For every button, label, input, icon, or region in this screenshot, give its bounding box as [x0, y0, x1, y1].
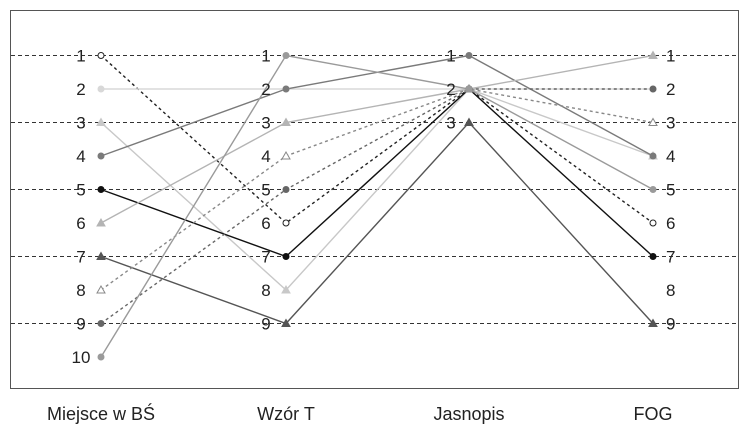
- series-line-9: [100, 88, 653, 325]
- category-label-4: FOG: [634, 404, 673, 424]
- series-marker-8-4: [648, 117, 658, 126]
- series-line-1: [100, 54, 654, 224]
- series-marker-4-3: [465, 52, 473, 59]
- series-marker-6-1: [96, 217, 106, 227]
- rank-label-1-3: 3: [76, 114, 85, 133]
- series-marker-10-1: [97, 353, 105, 361]
- rank-label-1-2: 2: [76, 80, 85, 99]
- series-marker-6-2: [281, 117, 291, 126]
- rank-label-1-1: 1: [76, 47, 85, 66]
- rank-label-4-1: 1: [666, 47, 675, 66]
- rank-label-1-8: 8: [76, 281, 85, 300]
- series-marker-8-2: [281, 150, 291, 160]
- series-marker-9-4: [649, 85, 657, 93]
- rank-label-2-4: 4: [261, 147, 270, 166]
- series-marker-7-1: [96, 251, 106, 260]
- rank-label-4-2: 2: [666, 80, 675, 99]
- series-marker-3-1: [96, 117, 106, 126]
- rank-label-3-2: 2: [446, 80, 455, 99]
- rank-label-1-10: 10: [72, 348, 91, 367]
- rank-label-2-5: 5: [261, 181, 270, 200]
- rank-label-2-2: 2: [261, 80, 270, 99]
- series-marker-4-2: [282, 85, 290, 93]
- series-marker-6-4: [648, 50, 658, 59]
- series-markers: [96, 50, 658, 361]
- grid-lines: [11, 55, 738, 324]
- series-marker-7-2: [281, 318, 291, 327]
- rank-label-2-3: 3: [261, 114, 270, 133]
- rank-label-4-5: 5: [666, 181, 675, 200]
- series-marker-5-4: [649, 253, 657, 260]
- rank-label-1-4: 4: [76, 147, 85, 166]
- series-line-10: [100, 54, 654, 358]
- series-marker-1-4: [649, 219, 657, 227]
- series-line-6: [100, 54, 654, 224]
- rank-label-2-6: 6: [261, 214, 270, 233]
- rank-label-4-3: 3: [666, 114, 675, 133]
- rank-label-4-4: 4: [666, 147, 675, 166]
- rank-label-1-7: 7: [76, 248, 85, 267]
- rank-label-4-7: 7: [666, 248, 675, 267]
- series-marker-8-1: [96, 284, 106, 294]
- series-marker-9-1: [97, 320, 105, 327]
- series-marker-10-4: [649, 186, 657, 193]
- rank-label-4-9: 9: [666, 315, 675, 334]
- rank-label-2-8: 8: [261, 281, 270, 300]
- rank-label-2-9: 9: [261, 315, 270, 334]
- series-marker-1-1: [97, 52, 105, 59]
- series-marker-7-4: [648, 318, 658, 327]
- series-line-3: [100, 88, 654, 291]
- plot-frame: [10, 10, 739, 389]
- series-marker-2-1: [97, 85, 105, 93]
- rank-label-1-5: 5: [76, 181, 85, 200]
- category-label-2: Wzór T: [257, 404, 315, 424]
- series-marker-5-1: [97, 186, 105, 193]
- series-lines: [100, 54, 654, 358]
- rank-labels: 1 2 3 4 5 6 7 8 9 10 1 2 3 4 5 6 7 8 9 1 2 3 1 2 3 4 5 6 7 8 9: [72, 47, 676, 368]
- rank-label-2-1: 1: [261, 47, 270, 66]
- series-marker-9-2: [282, 186, 290, 193]
- rank-label-3-3: 3: [446, 114, 455, 133]
- rank-label-3-1: 1: [446, 47, 455, 66]
- series-line-8: [100, 88, 654, 291]
- series-marker-4-4: [649, 152, 657, 160]
- series-marker-5-2: [282, 253, 290, 260]
- series-marker-10-2: [282, 52, 290, 59]
- series-marker-3-2: [281, 284, 291, 294]
- rank-label-4-6: 6: [666, 214, 675, 233]
- rank-label-1-6: 6: [76, 214, 85, 233]
- series-marker-7-3: [464, 117, 474, 126]
- series-line-5: [100, 88, 654, 258]
- rank-label-4-8: 8: [666, 281, 675, 300]
- series-marker-4-1: [97, 152, 105, 160]
- series-line-7: [100, 121, 654, 325]
- series-marker-10-3: [465, 85, 473, 93]
- series-marker-1-2: [282, 219, 290, 227]
- category-labels: Miejsce w BŚ Wzór T Jasnopis FOG: [47, 403, 673, 424]
- rank-label-2-7: 7: [261, 248, 270, 267]
- category-label-1: Miejsce w BŚ: [47, 403, 155, 424]
- rank-label-1-9: 9: [76, 315, 85, 334]
- category-label-3: Jasnopis: [433, 404, 504, 424]
